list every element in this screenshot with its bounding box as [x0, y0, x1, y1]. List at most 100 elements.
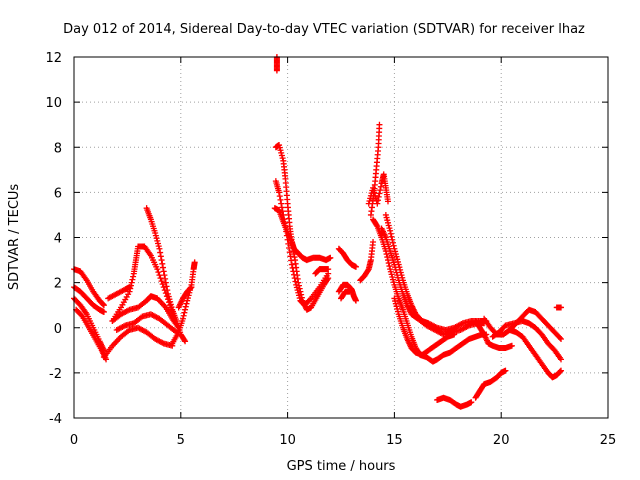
data-point [100, 308, 107, 315]
series-arc-24 [370, 216, 490, 365]
data-point [158, 257, 165, 264]
data-point [288, 257, 295, 264]
y-tick-label: -4 [49, 412, 62, 427]
data-point [182, 338, 189, 345]
data-point [78, 312, 85, 319]
series-arc-21 [357, 239, 377, 284]
data-point [278, 204, 285, 211]
x-axis-label: GPS time / hours [287, 459, 396, 474]
data-point [376, 121, 383, 128]
data-point [160, 268, 167, 275]
data-point [162, 279, 169, 286]
axis-tick-labels: 0 5 10 15 20 25 -4 -2 0 2 4 6 8 10 12 [45, 51, 616, 448]
data-point [288, 261, 295, 268]
data-point [384, 198, 391, 205]
data-point [291, 271, 298, 278]
data-point [451, 331, 458, 338]
data-points [71, 54, 565, 410]
series-arc-34 [553, 304, 565, 311]
data-point [100, 301, 107, 308]
series-arc-30 [472, 317, 515, 352]
data-point [128, 279, 135, 286]
y-axis-label: SDTVAR / TECUs [7, 184, 22, 291]
x-tick-label: 15 [386, 433, 403, 448]
data-point [156, 245, 163, 252]
data-point [276, 193, 283, 200]
data-point [556, 334, 563, 341]
data-point [373, 222, 380, 229]
data-point [386, 263, 393, 270]
series-arc-04 [73, 306, 110, 363]
series-arc-33 [506, 327, 565, 381]
data-point [160, 284, 167, 291]
data-point [390, 242, 397, 249]
data-point [181, 309, 188, 316]
data-point [325, 266, 332, 273]
y-tick-label: 0 [54, 322, 62, 337]
data-point [352, 263, 359, 270]
chart-title: Day 012 of 2014, Sidereal Day-to-day VTE… [63, 22, 585, 37]
data-point [377, 187, 384, 194]
data-point [558, 356, 565, 363]
data-point [279, 208, 286, 215]
series-arc-20 [338, 288, 353, 302]
data-point [558, 304, 565, 311]
data-point [352, 297, 359, 304]
data-point [187, 284, 194, 291]
data-point [287, 253, 294, 260]
data-point [179, 315, 186, 322]
data-point [468, 399, 475, 406]
data-point [557, 368, 564, 375]
data-point [164, 287, 171, 294]
data-point [181, 337, 188, 344]
data-point [183, 300, 190, 307]
series-arc-32 [489, 317, 565, 363]
y-tick-label: 12 [45, 51, 62, 66]
data-point [278, 200, 285, 207]
data-point [375, 197, 382, 204]
data-point [126, 284, 133, 291]
data-point [376, 190, 383, 197]
grid-lines [74, 57, 608, 418]
series-arc-09 [143, 205, 189, 345]
data-point [160, 264, 166, 271]
data-point [188, 284, 195, 291]
data-point [387, 230, 394, 237]
data-point [387, 227, 394, 234]
data-point [388, 233, 395, 240]
data-point [157, 275, 164, 282]
y-tick-label: 4 [54, 232, 62, 247]
series-arc-27 [391, 295, 458, 358]
data-point [290, 268, 297, 275]
data-point [157, 253, 164, 260]
series-arc-13 [273, 54, 280, 74]
data-point [157, 249, 164, 256]
data-point [180, 312, 187, 319]
y-tick-label: -2 [49, 367, 62, 382]
x-tick-label: 25 [600, 433, 617, 448]
data-point [327, 254, 334, 261]
data-point [292, 278, 299, 285]
data-point [159, 281, 166, 288]
data-point [370, 239, 377, 246]
series-arc-18 [335, 245, 359, 270]
data-point [307, 296, 314, 303]
data-point [286, 249, 293, 256]
data-point [383, 251, 390, 258]
data-point [154, 266, 161, 273]
data-point [161, 272, 168, 279]
series-arc-26 [378, 225, 488, 338]
data-point [159, 260, 166, 267]
x-tick-label: 0 [70, 433, 78, 448]
data-point [158, 278, 165, 285]
data-point [276, 189, 283, 196]
y-tick-label: 6 [54, 186, 62, 201]
data-point [163, 283, 170, 290]
series-arc-29 [472, 367, 509, 401]
data-point [502, 367, 509, 374]
data-point [374, 200, 381, 207]
data-point [375, 193, 382, 200]
y-tick-label: 2 [54, 277, 62, 292]
series-arc-02 [71, 284, 107, 315]
